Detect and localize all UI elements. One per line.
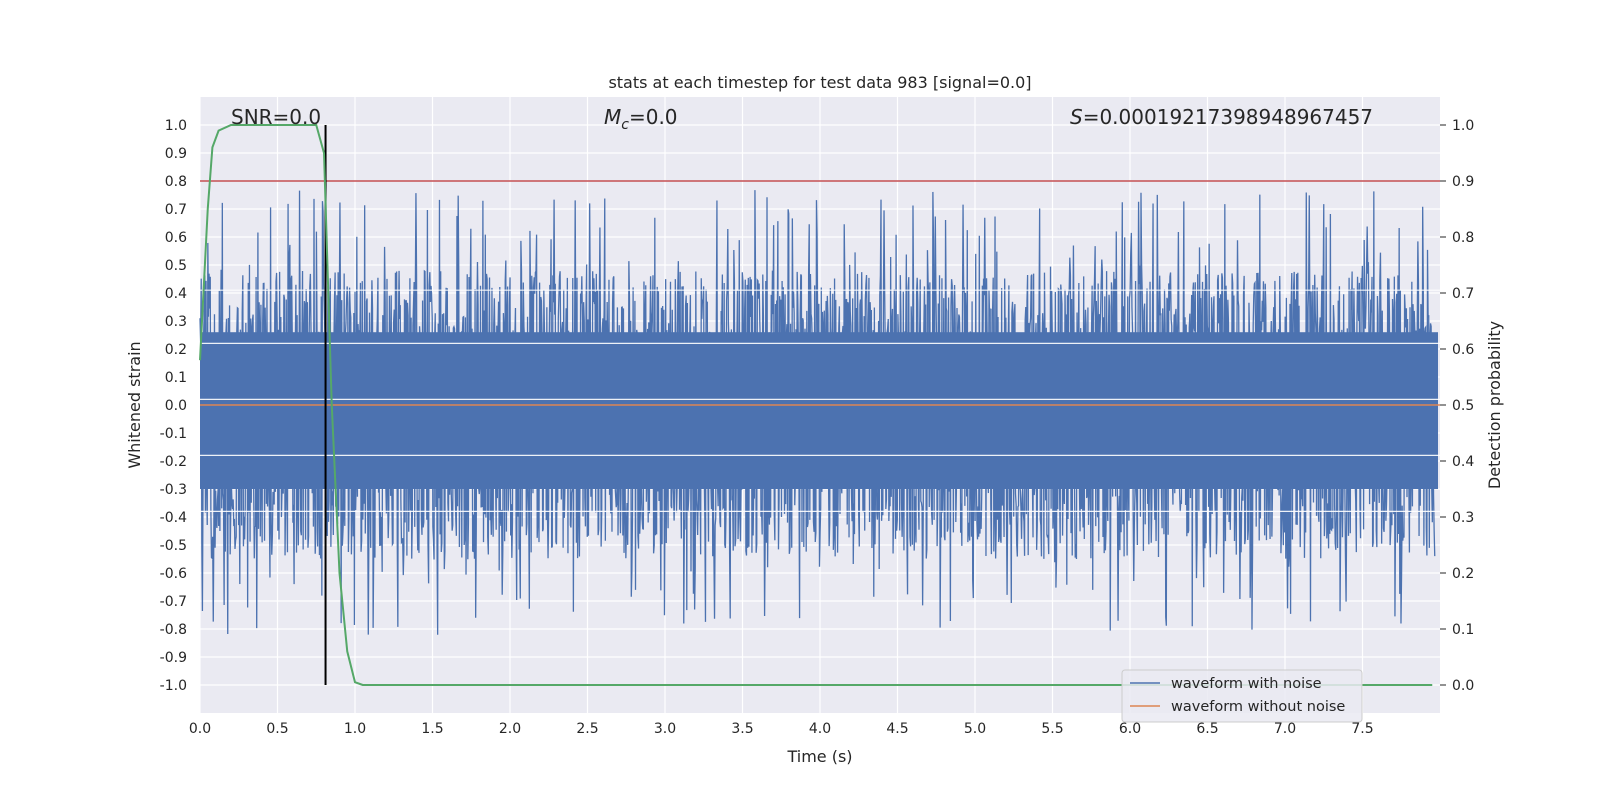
legend-label-clean: waveform without noise: [1171, 699, 1345, 715]
y-tick-label: -0.9: [160, 650, 187, 666]
snr-annotation: SNR=0.0: [231, 105, 321, 129]
x-tick-label: 6.5: [1196, 721, 1218, 737]
y-tick-label: -0.2: [160, 454, 187, 470]
mc-symbol: M: [604, 105, 621, 129]
y-tick-label: 0.1: [165, 370, 187, 386]
y2-tick-label: 0.7: [1452, 286, 1474, 302]
y2-tick-label: 0.3: [1452, 510, 1474, 526]
x-tick-label: 5.5: [1041, 721, 1063, 737]
y2-tick-label: 0.0: [1452, 678, 1474, 694]
y2-tick-label: 0.2: [1452, 566, 1474, 582]
x-tick-label: 3.0: [654, 721, 676, 737]
y-axis-label: Whitened strain: [125, 341, 144, 468]
y-tick-label: 0.6: [165, 230, 187, 246]
legend: waveform with noise waveform without noi…: [1121, 669, 1363, 723]
y-tick-label: -0.8: [160, 622, 187, 638]
y-tick-label: 0.0: [165, 398, 187, 414]
y-tick-label: -0.4: [160, 510, 187, 526]
x-tick-label: 4.5: [886, 721, 908, 737]
series-waveform-with-noise: [199, 190, 1440, 635]
x-tick-label: 0.5: [266, 721, 288, 737]
mc-value: =0.0: [629, 105, 678, 129]
legend-box: [1121, 669, 1363, 723]
s-statistic-annotation: S=0.00019217398948967457: [1070, 105, 1373, 129]
y2-tick-label: 0.6: [1452, 342, 1474, 358]
y-tick-label: 0.9: [165, 146, 187, 162]
y-tick-label: 0.8: [165, 174, 187, 190]
y-tick-label: 0.7: [165, 202, 187, 218]
s-symbol: S: [1070, 105, 1083, 129]
x-tick-label: 7.5: [1351, 721, 1373, 737]
y-tick-label: 0.5: [165, 258, 187, 274]
x-axis-label: Time (s): [786, 747, 852, 766]
x-tick-label: 3.5: [731, 721, 753, 737]
mc-subscript: c: [621, 117, 629, 133]
x-tick-label: 2.5: [576, 721, 598, 737]
y2-tick-label: 1.0: [1452, 118, 1474, 134]
y-tick-label: -0.1: [160, 426, 187, 442]
axis-ticks: 0.0 0.5 1.0 1.5 2.0 2.5 3.0 3.5 4.0 4.5 5.0 5.5 6.0 6…: [160, 118, 1475, 737]
noise-body: [200, 332, 1438, 489]
y-tick-label: -0.6: [160, 566, 187, 582]
x-tick-label: 7.0: [1274, 721, 1296, 737]
y-tick-label: 0.4: [165, 286, 187, 302]
y-tick-label: -0.7: [160, 594, 187, 610]
y2-tick-label: 0.4: [1452, 454, 1474, 470]
chirp-mass-annotation: Mc=0.0: [604, 105, 678, 133]
x-tick-label: 0.0: [189, 721, 211, 737]
y-tick-label: -0.3: [160, 482, 187, 498]
y2-tick-label: 0.1: [1452, 622, 1474, 638]
x-tick-label: 1.0: [344, 721, 366, 737]
y-tick-label: 1.0: [165, 118, 187, 134]
detection-probability-line: [199, 124, 1433, 686]
x-tick-label: 1.5: [421, 721, 443, 737]
y2-tick-label: 0.9: [1452, 174, 1474, 190]
chart-title: stats at each timestep for test data 983…: [608, 73, 1031, 92]
series-lines: [199, 124, 1440, 686]
y2-axis-label: Detection probability: [1485, 321, 1504, 489]
y2-tick-label: 0.5: [1452, 398, 1474, 414]
y-tick-label: 0.3: [165, 314, 187, 330]
y2-tick-label: 0.8: [1452, 230, 1474, 246]
y-tick-label: 0.2: [165, 342, 187, 358]
y-tick-label: -1.0: [160, 678, 187, 694]
y-tick-label: -0.5: [160, 538, 187, 554]
x-tick-label: 2.0: [499, 721, 521, 737]
x-tick-label: 4.0: [809, 721, 831, 737]
s-value: =0.00019217398948967457: [1083, 105, 1373, 129]
x-tick-label: 6.0: [1119, 721, 1141, 737]
legend-label-noise: waveform with noise: [1171, 676, 1322, 692]
x-tick-label: 5.0: [964, 721, 986, 737]
